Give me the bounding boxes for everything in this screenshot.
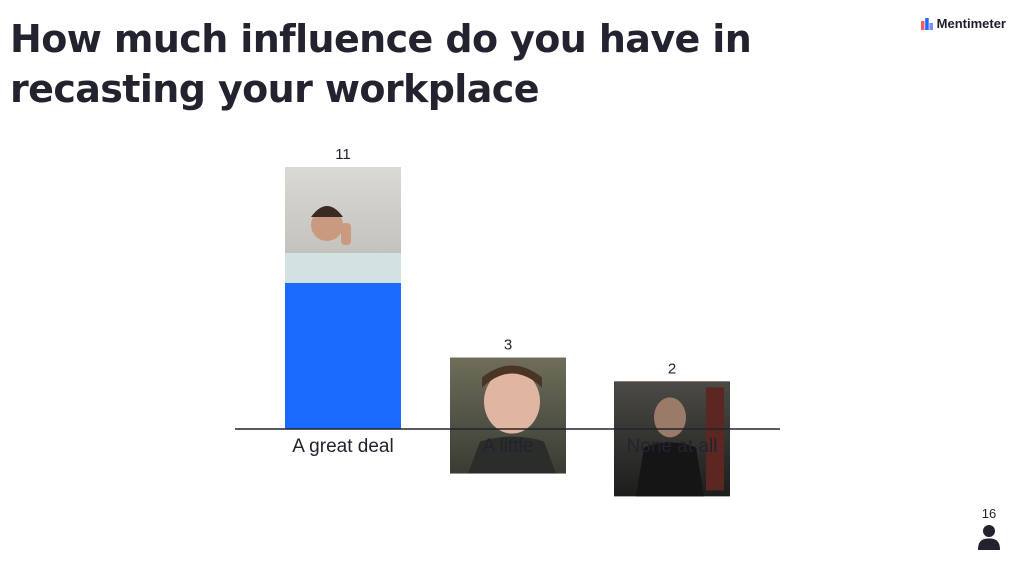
category-label: A little — [483, 436, 534, 457]
question-title: How much influence do you have in recast… — [10, 17, 752, 111]
person-icon — [978, 525, 1000, 550]
category-label: A great deal — [292, 436, 393, 457]
bar-chart-logo-icon — [920, 17, 933, 30]
category-label: None at all — [627, 436, 718, 457]
bar-gif-image — [285, 167, 401, 283]
bar-value-label: 3 — [504, 337, 512, 354]
brand-name: Mentimeter — [936, 16, 1006, 31]
bar-value-label: 11 — [335, 146, 351, 163]
bar-gif-image — [450, 357, 566, 474]
bar-gif-image — [614, 381, 730, 497]
brand-logo: Mentimeter — [920, 16, 1006, 31]
participant-counter: 16 — [976, 506, 1002, 550]
bar-value-label: 2 — [668, 360, 676, 377]
participant-count: 16 — [981, 506, 997, 521]
